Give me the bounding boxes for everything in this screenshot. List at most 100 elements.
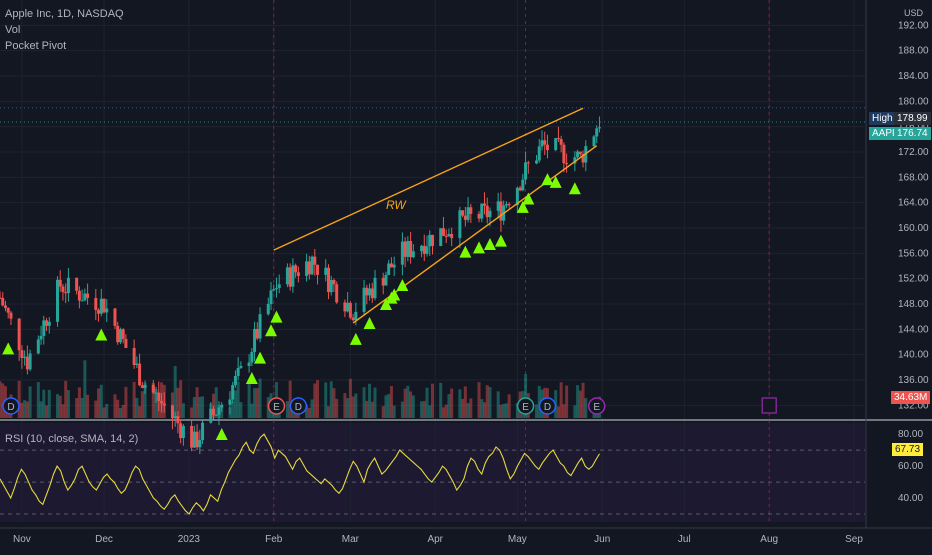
volume-bar xyxy=(190,407,194,418)
event-marker xyxy=(516,397,535,415)
candle-body xyxy=(507,204,511,206)
rsi-indicator-label[interactable]: RSI (10, close, SMA, 14, 2) xyxy=(5,433,139,445)
candle-body xyxy=(143,384,147,388)
event-marker-label: E xyxy=(522,402,529,413)
candle-body xyxy=(116,325,120,343)
pocket-pivot-marker xyxy=(516,200,529,213)
volume-bar xyxy=(425,387,429,418)
volume-bar xyxy=(403,388,407,418)
volume-bar xyxy=(285,401,289,418)
volume-bar xyxy=(66,390,70,418)
candle-body xyxy=(562,144,566,164)
volume-bar xyxy=(102,407,106,418)
volume-bar xyxy=(214,387,218,418)
date-tick-label: Jul xyxy=(678,534,691,545)
date-tick-label: Aug xyxy=(760,534,778,545)
candle-body xyxy=(545,144,549,151)
volume-bar xyxy=(0,381,2,418)
candle-body xyxy=(335,284,339,303)
volume-bar xyxy=(140,391,144,418)
pocket-pivot-marker xyxy=(568,182,581,195)
candle-body xyxy=(554,138,558,151)
price-tick-label: 168.00 xyxy=(898,172,929,183)
date-tick-label: Mar xyxy=(342,534,360,545)
volume-bar xyxy=(42,389,46,418)
volume-bar xyxy=(181,403,185,418)
pocket-pivot-marker xyxy=(541,173,554,186)
pocket-pivot-marker xyxy=(95,328,108,341)
volume-bar xyxy=(316,380,320,418)
candle-body xyxy=(310,256,314,275)
candle-body xyxy=(97,309,101,314)
price-tick-label: 136.00 xyxy=(898,375,929,386)
rising-wedge-annotation: RW xyxy=(386,198,407,212)
volume-bar xyxy=(463,386,467,418)
volume-bar xyxy=(576,385,580,418)
volume-bar xyxy=(485,385,489,418)
candle-body xyxy=(370,288,374,299)
candle-body xyxy=(425,246,429,254)
volume-bar xyxy=(461,398,465,418)
candle-body xyxy=(521,179,525,191)
candle-body xyxy=(565,163,569,165)
candle-body xyxy=(154,392,158,394)
volume-indicator-label[interactable]: Vol xyxy=(5,24,21,36)
volume-bar xyxy=(47,389,51,418)
candle-body xyxy=(250,352,254,363)
pocket-pivot-marker xyxy=(388,288,401,301)
candle-body xyxy=(447,233,451,237)
earnings-future-marker xyxy=(761,397,777,414)
symbol-title[interactable]: Apple Inc, 1D, NASDAQ xyxy=(5,8,124,20)
volume-bar xyxy=(124,386,128,418)
volume-bar xyxy=(97,388,101,418)
volume-bar xyxy=(362,387,366,418)
pocket-pivot-marker xyxy=(522,192,535,205)
candle-body xyxy=(411,251,415,258)
price-tick-label: 140.00 xyxy=(898,350,929,361)
candle-body xyxy=(266,304,270,315)
candle-body xyxy=(518,187,522,191)
wedge-trendline xyxy=(273,107,584,251)
event-marker xyxy=(289,397,308,415)
volume-bar xyxy=(332,388,336,418)
candle-body xyxy=(0,297,2,299)
high-tag-label: High xyxy=(869,112,896,125)
candle-body xyxy=(58,279,62,287)
last-price-tag: 176.74 xyxy=(894,127,931,140)
volume-bar xyxy=(255,388,259,418)
volume-bar xyxy=(118,407,122,418)
volume-bar xyxy=(431,383,434,418)
candle-body xyxy=(272,289,276,291)
candle-body xyxy=(201,422,205,441)
candle-body xyxy=(381,277,385,286)
price-tick-label: 156.00 xyxy=(898,248,929,259)
volume-bar xyxy=(384,395,388,418)
volume-bar xyxy=(326,406,330,418)
candle-body xyxy=(99,298,103,314)
candle-body xyxy=(39,335,43,340)
candle-body xyxy=(305,261,309,276)
rsi-pane-background xyxy=(0,423,865,522)
pocket-pivot-marker xyxy=(270,310,283,323)
date-tick-label: Sep xyxy=(845,534,863,545)
rsi-tick-label: 80.00 xyxy=(898,429,923,440)
volume-bar xyxy=(288,380,292,418)
candle-body xyxy=(296,272,300,276)
candle-body xyxy=(368,288,372,296)
volume-bar xyxy=(458,389,462,418)
price-tick-label: 188.00 xyxy=(898,46,929,57)
candle-body xyxy=(346,302,350,312)
candle-body xyxy=(209,408,213,423)
candle-body xyxy=(140,385,144,388)
candle-body xyxy=(420,245,424,252)
candle-body xyxy=(247,362,251,367)
pocket-pivot-marker xyxy=(396,279,409,291)
candle-body xyxy=(124,338,128,348)
candle-body xyxy=(354,311,358,321)
date-tick-label: May xyxy=(508,534,527,545)
pocket-pivot-indicator-label[interactable]: Pocket Pivot xyxy=(5,40,67,52)
pocket-pivot-marker xyxy=(473,241,486,254)
volume-bar xyxy=(86,394,90,418)
